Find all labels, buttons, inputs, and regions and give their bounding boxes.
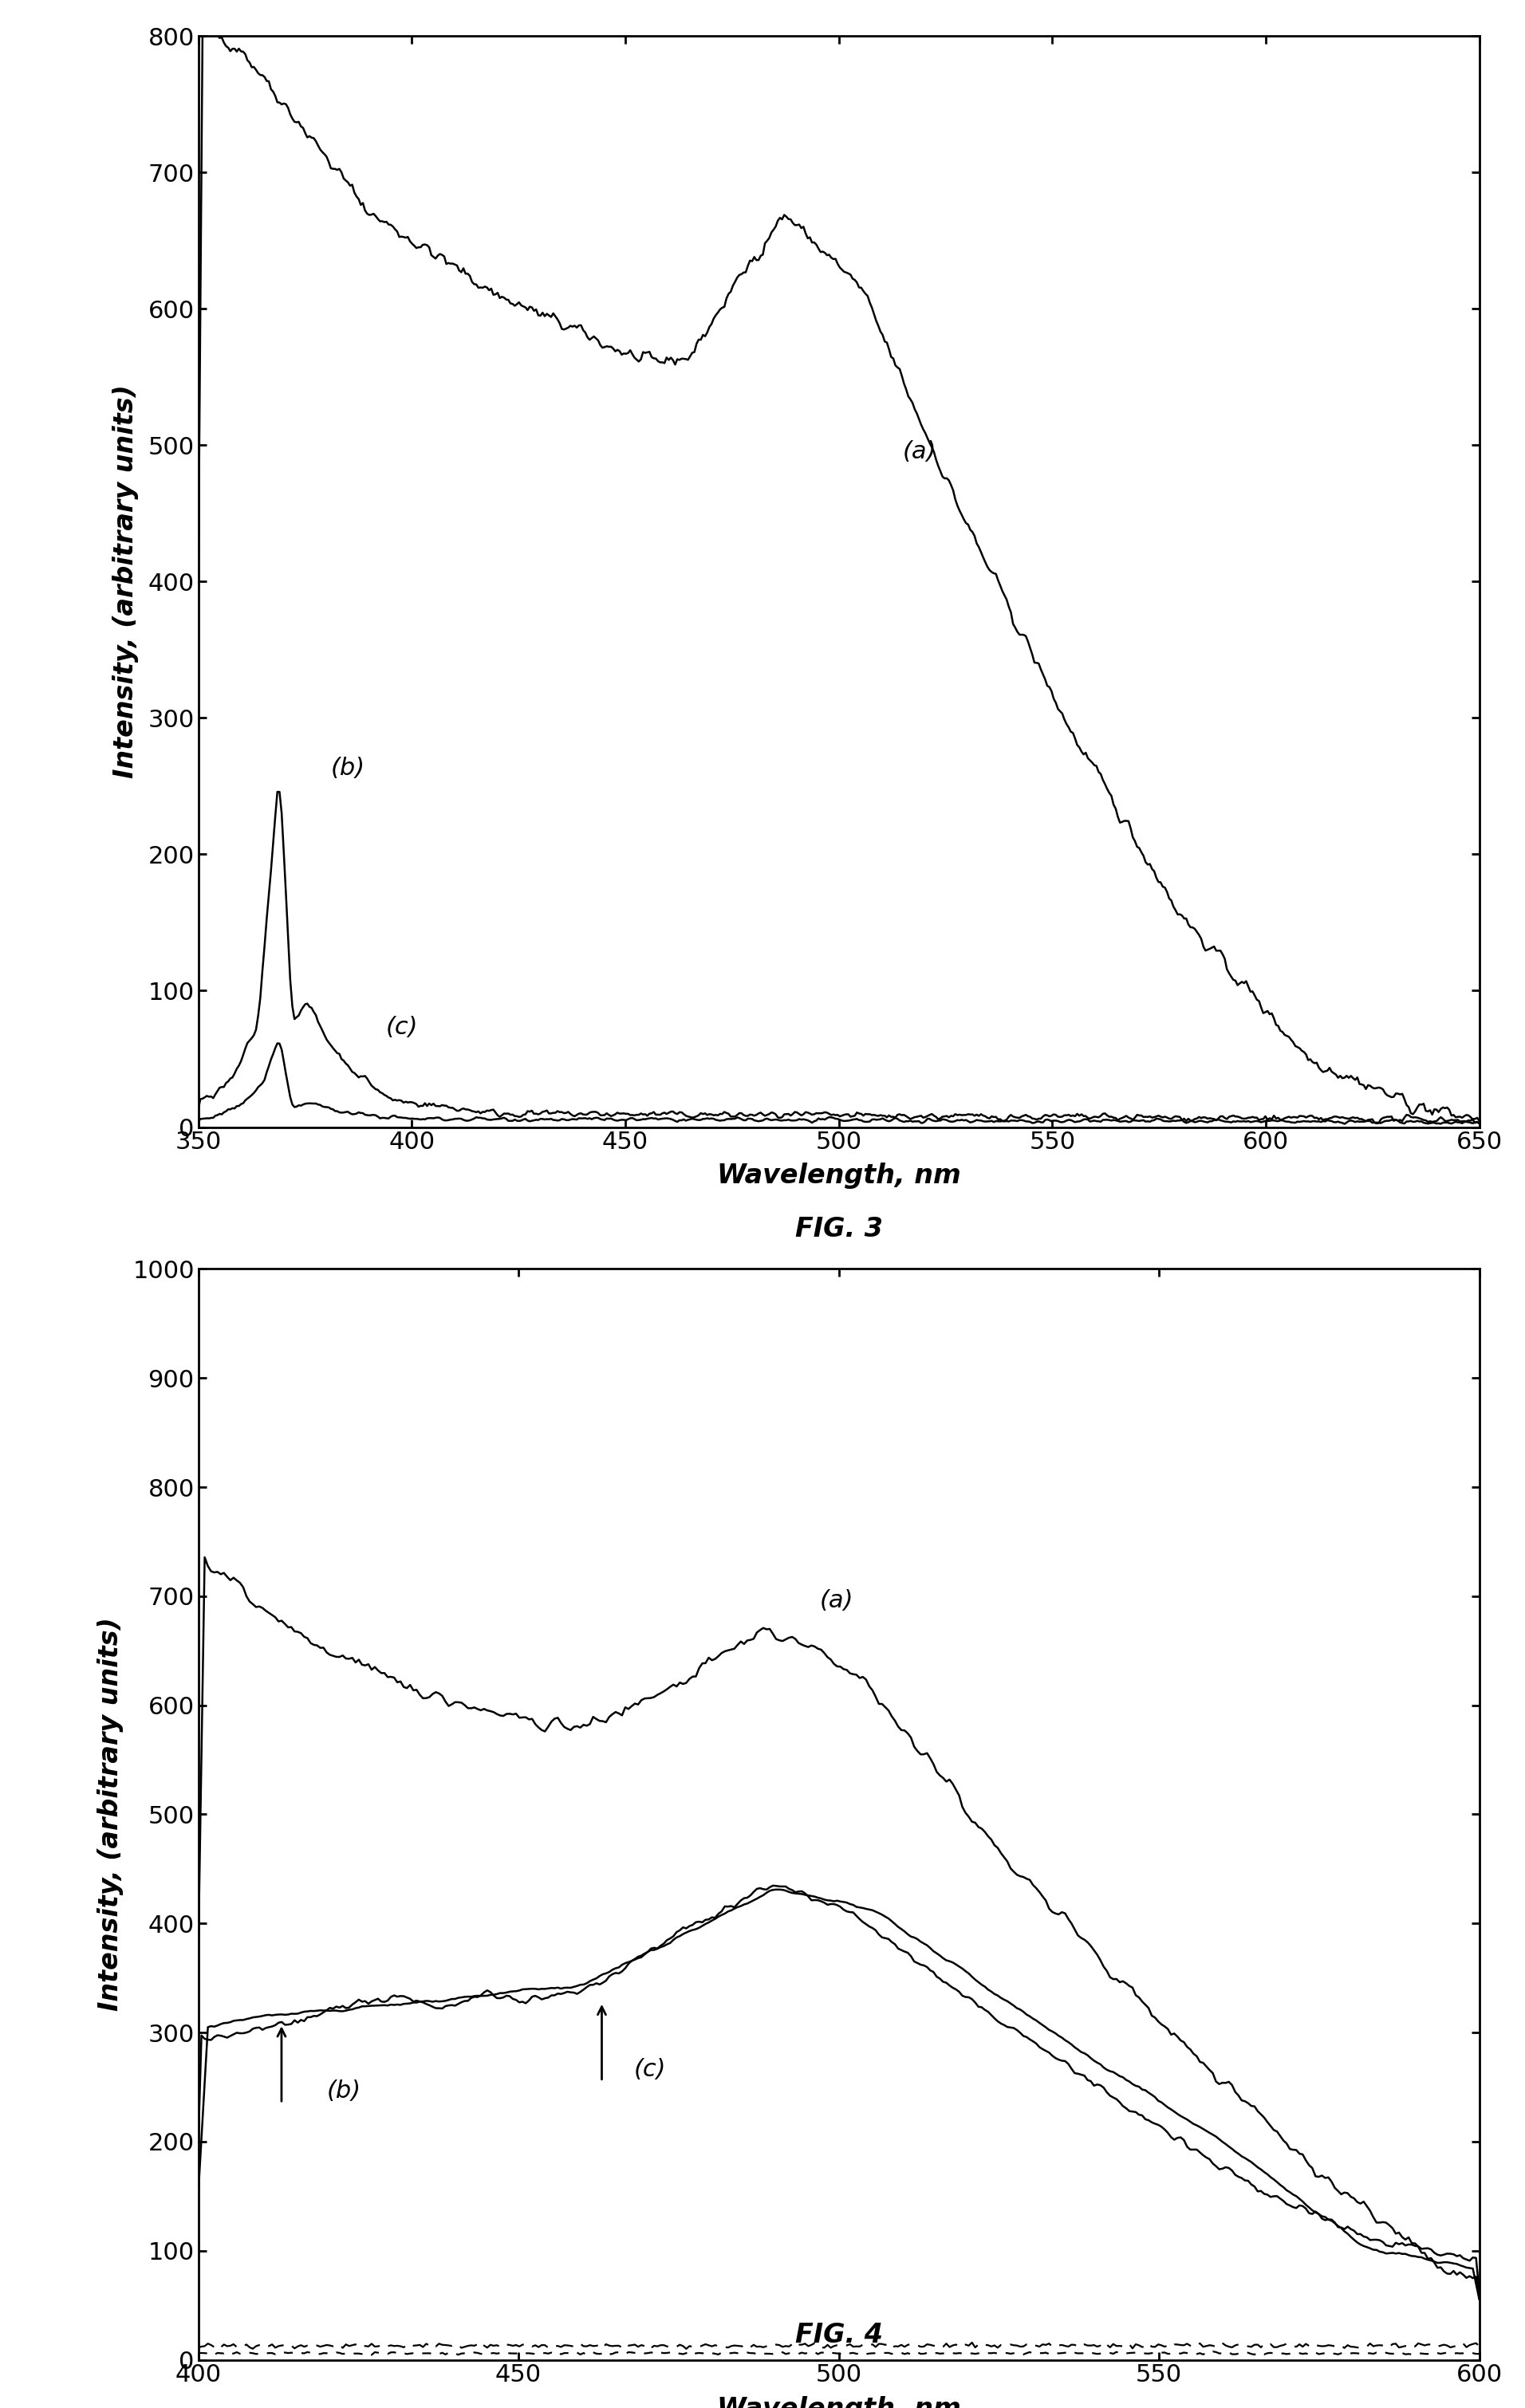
X-axis label: Wavelength, nm: Wavelength, nm	[717, 2396, 961, 2408]
Text: (a): (a)	[819, 1589, 854, 1611]
Text: (b): (b)	[331, 756, 364, 780]
X-axis label: Wavelength, nm: Wavelength, nm	[717, 1163, 961, 1190]
Text: (b): (b)	[326, 2081, 361, 2102]
Text: (c): (c)	[386, 1016, 418, 1040]
Text: (c): (c)	[634, 2059, 666, 2081]
Y-axis label: Intensity, (arbitrary units): Intensity, (arbitrary units)	[113, 385, 139, 778]
Text: FIG. 3: FIG. 3	[795, 1216, 883, 1243]
Y-axis label: Intensity, (arbitrary units): Intensity, (arbitrary units)	[98, 1618, 124, 2011]
Text: FIG. 4: FIG. 4	[795, 2321, 883, 2348]
Text: (a): (a)	[903, 441, 936, 465]
